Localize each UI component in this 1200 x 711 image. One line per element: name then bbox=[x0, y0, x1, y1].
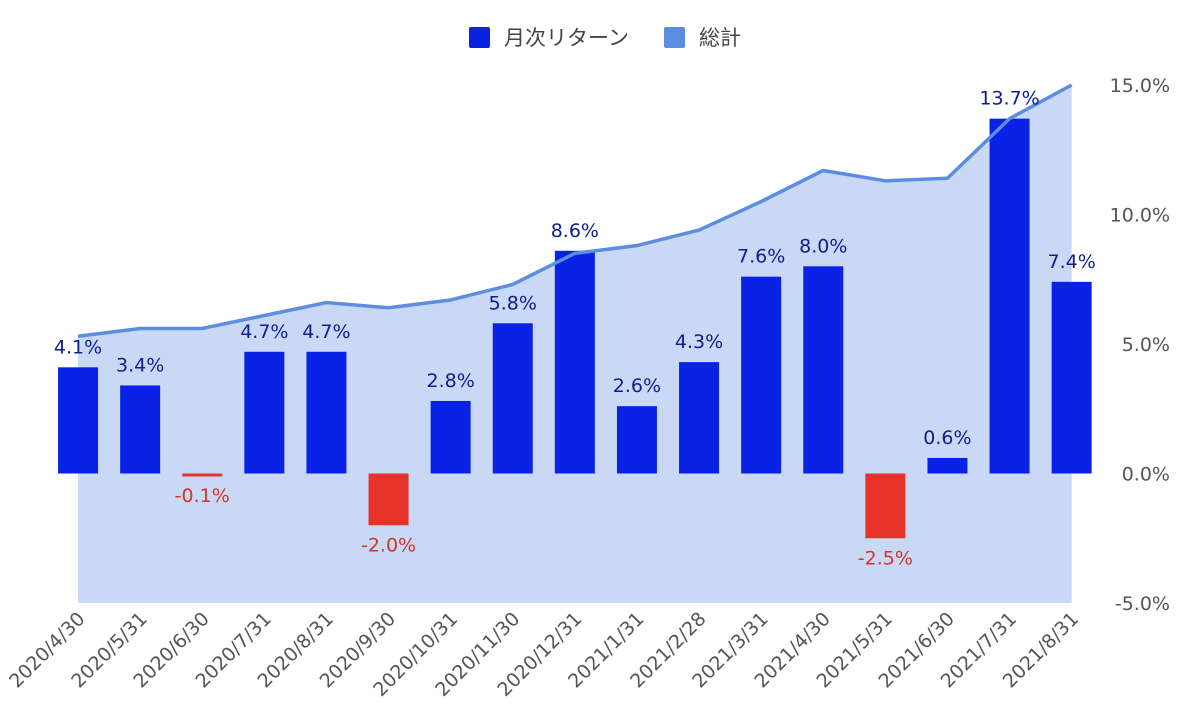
bar-2020/6/30 bbox=[182, 473, 223, 477]
data-label-2021/7/31: 13.7% bbox=[979, 88, 1039, 110]
legend-label-total: 総計 bbox=[699, 26, 741, 50]
line-layer bbox=[77, 83, 1073, 338]
data-label-2020/5/31: 3.4% bbox=[116, 354, 164, 376]
bar-2021/7/31 bbox=[989, 118, 1030, 474]
y-tick-label: 10.0% bbox=[1110, 205, 1170, 227]
x-axis: 2020/4/302020/5/312020/6/302020/7/312020… bbox=[5, 608, 1083, 701]
bar-2020/4/30 bbox=[58, 367, 99, 474]
bar-2020/12/31 bbox=[554, 250, 595, 474]
y-tick-label: 5.0% bbox=[1122, 334, 1170, 356]
bar-2021/3/31 bbox=[741, 276, 782, 474]
bar-2020/7/31 bbox=[244, 351, 285, 474]
bar-2021/8/31 bbox=[1051, 281, 1092, 474]
data-label-2021/8/31: 7.4% bbox=[1048, 251, 1096, 273]
data-label-2021/2/28: 4.3% bbox=[675, 331, 723, 353]
data-label-2020/10/31: 2.8% bbox=[427, 370, 475, 392]
total-line bbox=[77, 83, 1073, 338]
y-tick-label: 15.0% bbox=[1110, 75, 1170, 97]
y-tick-label: -5.0% bbox=[1115, 593, 1170, 615]
data-label-2020/12/31: 8.6% bbox=[551, 220, 599, 242]
data-label-2021/6/30: 0.6% bbox=[923, 427, 971, 449]
data-label-2020/4/30: 4.1% bbox=[54, 336, 102, 358]
bar-2021/2/28 bbox=[679, 362, 720, 474]
data-label-2021/5/31: -2.5% bbox=[858, 547, 913, 569]
bar-2020/5/31 bbox=[120, 385, 161, 474]
bar-2021/6/30 bbox=[927, 457, 968, 474]
legend-swatch-monthly bbox=[469, 27, 490, 48]
bar-2020/10/31 bbox=[430, 400, 471, 474]
data-label-2021/3/31: 7.6% bbox=[737, 246, 785, 268]
bar-2021/1/31 bbox=[616, 406, 657, 474]
data-label-2020/9/30: -2.0% bbox=[361, 534, 416, 556]
y-tick-label: 0.0% bbox=[1122, 464, 1170, 486]
data-label-2020/7/31: 4.7% bbox=[240, 321, 288, 343]
bar-2021/5/31 bbox=[865, 473, 906, 539]
legend: 月次リターン 総計 bbox=[469, 26, 741, 50]
data-label-2020/8/31: 4.7% bbox=[302, 321, 350, 343]
y-axis: 15.0% 10.0% 5.0% 0.0% -5.0% bbox=[1110, 75, 1170, 615]
legend-label-monthly: 月次リターン bbox=[504, 26, 629, 50]
bar-2020/11/30 bbox=[492, 323, 533, 474]
bar-2021/4/30 bbox=[803, 266, 844, 474]
data-label-2021/4/30: 8.0% bbox=[799, 235, 847, 257]
data-label-2020/11/30: 5.8% bbox=[489, 292, 537, 314]
data-label-2021/1/31: 2.6% bbox=[613, 375, 661, 397]
legend-swatch-total bbox=[664, 27, 685, 48]
bar-2020/8/31 bbox=[306, 351, 347, 474]
bar-layer bbox=[58, 118, 1092, 539]
label-layer: 4.1% 3.4% -0.1% 4.7% 4.7% -2.0% 2.8% 5.8% 8.6% 2.… bbox=[54, 88, 1096, 570]
data-label-2020/6/30: -0.1% bbox=[175, 485, 230, 507]
bar-2020/9/30 bbox=[368, 473, 409, 526]
